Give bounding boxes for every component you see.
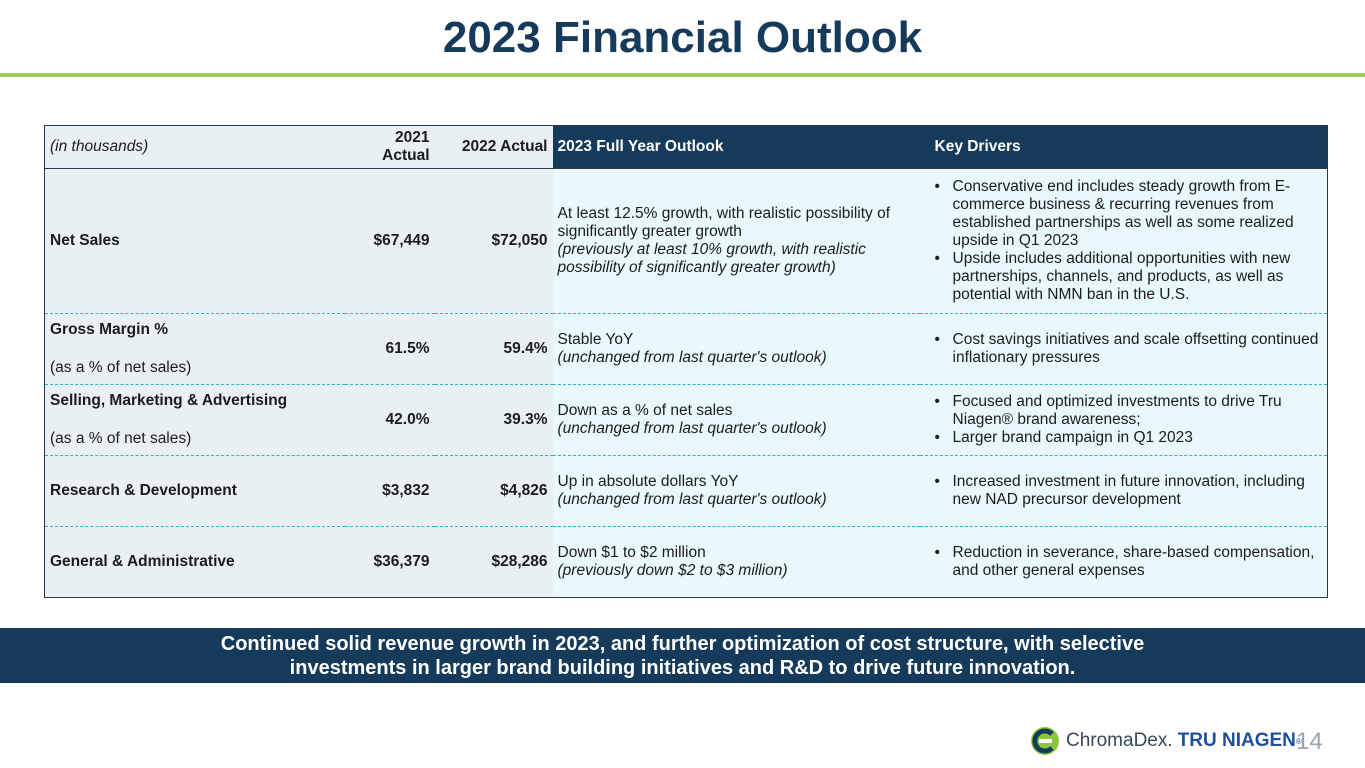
row-label-text: Gross Margin % bbox=[50, 321, 168, 338]
chromadex-logo-icon bbox=[1031, 727, 1059, 755]
driver-bullet: Larger brand campaign in Q1 2023 bbox=[935, 429, 1323, 447]
outlook-text: Down $1 to $2 million bbox=[557, 544, 706, 561]
page-title: 2023 Financial Outlook bbox=[442, 13, 923, 62]
outlook-cell: Up in absolute dollars YoY (unchanged fro… bbox=[552, 455, 920, 527]
outlook-text: Stable YoY bbox=[557, 331, 634, 348]
header-units: (in thousands) bbox=[44, 125, 345, 169]
row-label-text: Net Sales bbox=[50, 232, 120, 249]
value-2021: 61.5% bbox=[344, 313, 435, 385]
value-2022: $28,286 bbox=[434, 526, 553, 598]
drivers-list: Reduction in severance, share-based comp… bbox=[935, 544, 1323, 580]
drivers-cell: Focused and optimized investments to dri… bbox=[919, 384, 1328, 456]
value-2021: $36,379 bbox=[344, 526, 435, 598]
drivers-cell: Reduction in severance, share-based comp… bbox=[919, 526, 1328, 598]
driver-bullet: Upside includes additional opportunities… bbox=[935, 250, 1323, 304]
table-row: Gross Margin % (as a % of net sales) 61.5%… bbox=[44, 313, 1328, 385]
tru-niagen-wordmark: TRU NIAGEN bbox=[1177, 730, 1296, 751]
outlook-note: (unchanged from last quarter's outlook) bbox=[557, 420, 827, 437]
row-sublabel: (as a % of net sales) bbox=[50, 359, 192, 376]
drivers-list: Conservative end includes steady growth … bbox=[935, 178, 1323, 304]
value-2021: $67,449 bbox=[344, 168, 435, 314]
drivers-list: Focused and optimized investments to dri… bbox=[935, 393, 1323, 447]
driver-bullet: Cost savings initiatives and scale offse… bbox=[935, 331, 1323, 367]
value-2022: 39.3% bbox=[434, 384, 553, 456]
outlook-note: (unchanged from last quarter's outlook) bbox=[557, 491, 827, 508]
value-2022: $72,050 bbox=[434, 168, 553, 314]
driver-bullet: Conservative end includes steady growth … bbox=[935, 178, 1323, 250]
row-label: Selling, Marketing & Advertising (as a % … bbox=[44, 384, 345, 456]
table-row: Selling, Marketing & Advertising (as a % … bbox=[44, 384, 1328, 456]
outlook-note: (previously down $2 to $3 million) bbox=[557, 562, 788, 579]
value-2022: $4,826 bbox=[434, 455, 553, 527]
drivers-cell: Cost savings initiatives and scale offse… bbox=[919, 313, 1328, 385]
row-sublabel: (as a % of net sales) bbox=[50, 430, 192, 447]
row-label: Gross Margin % (as a % of net sales) bbox=[44, 313, 345, 385]
row-label: General & Administrative bbox=[44, 526, 345, 598]
drivers-cell: Conservative end includes steady growth … bbox=[919, 168, 1328, 314]
outlook-note: (previously at least 10% growth, with re… bbox=[557, 241, 866, 276]
outlook-cell: Stable YoY (unchanged from last quarter's… bbox=[552, 313, 920, 385]
header-2021-actual: 2021 Actual bbox=[344, 125, 435, 169]
header-key-drivers: Key Drivers bbox=[919, 125, 1328, 169]
table-row: Research & Development $3,832 $4,826 Up in … bbox=[44, 455, 1328, 527]
driver-bullet: Focused and optimized investments to dri… bbox=[935, 393, 1323, 429]
outlook-cell: Down $1 to $2 million (previously down $2… bbox=[552, 526, 920, 598]
driver-bullet: Increased investment in future innovatio… bbox=[935, 473, 1323, 509]
row-label: Net Sales bbox=[44, 168, 345, 314]
row-label-text: Research & Development bbox=[50, 482, 237, 499]
outlook-text: At least 12.5% growth, with realistic po… bbox=[557, 205, 891, 240]
drivers-list: Increased investment in future innovatio… bbox=[935, 473, 1323, 509]
outlook-text: Up in absolute dollars YoY bbox=[557, 473, 739, 490]
title-divider bbox=[0, 73, 1365, 77]
chromadex-wordmark: ChromaDex. bbox=[1066, 730, 1173, 751]
summary-line-1: Continued solid revenue growth in 2023, … bbox=[220, 632, 1145, 655]
row-label-text: Selling, Marketing & Advertising bbox=[50, 392, 288, 409]
drivers-cell: Increased investment in future innovatio… bbox=[919, 455, 1328, 527]
value-2021: $3,832 bbox=[344, 455, 435, 527]
outlook-note: (unchanged from last quarter's outlook) bbox=[557, 349, 827, 366]
financial-outlook-table: (in thousands) 2021 Actual 2022 Actual 2… bbox=[44, 125, 1328, 598]
outlook-cell: At least 12.5% growth, with realistic po… bbox=[552, 168, 920, 314]
driver-bullet: Reduction in severance, share-based comp… bbox=[935, 544, 1323, 580]
chromadex-tru-niagen-logo: ChromaDex. TRU NIAGEN ® bbox=[1030, 724, 1302, 758]
drivers-list: Cost savings initiatives and scale offse… bbox=[935, 331, 1323, 367]
value-2021: 42.0% bbox=[344, 384, 435, 456]
table-row: General & Administrative $36,379 $28,286 Do… bbox=[44, 526, 1328, 598]
table-header-row: (in thousands) 2021 Actual 2022 Actual 2… bbox=[44, 125, 1328, 169]
outlook-text: Down as a % of net sales bbox=[557, 402, 733, 419]
value-2022: 59.4% bbox=[434, 313, 553, 385]
row-label: Research & Development bbox=[44, 455, 345, 527]
trademark-symbol: ® bbox=[1295, 736, 1302, 746]
summary-banner: Continued solid revenue growth in 2023, … bbox=[0, 628, 1365, 683]
table-row: Net Sales $67,449 $72,050 At least 12.5% g… bbox=[44, 168, 1328, 314]
outlook-cell: Down as a % of net sales (unchanged from … bbox=[552, 384, 920, 456]
header-2022-actual: 2022 Actual bbox=[434, 125, 553, 169]
summary-line-2: investments in larger brand building ini… bbox=[289, 656, 1076, 679]
header-2023-outlook: 2023 Full Year Outlook bbox=[552, 125, 920, 169]
row-label-text: General & Administrative bbox=[50, 553, 235, 570]
page-number: 14 bbox=[1296, 728, 1323, 755]
